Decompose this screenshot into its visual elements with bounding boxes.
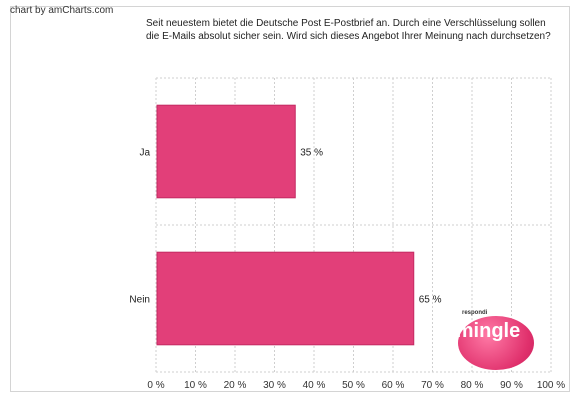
category-labels: Ja Nein <box>129 148 150 306</box>
category-label: Ja <box>139 148 150 159</box>
bar-ja <box>156 104 296 199</box>
category-label: Nein <box>129 295 150 306</box>
x-tick-label: 90 % <box>500 380 523 391</box>
chart-credit[interactable]: chart by amCharts.com <box>10 5 114 16</box>
x-tick-label: 70 % <box>421 380 444 391</box>
value-label: 65 % <box>419 295 442 306</box>
logo-circle <box>458 316 534 370</box>
bars <box>156 104 415 346</box>
x-tick-label: 60 % <box>382 380 405 391</box>
x-tick-label: 100 % <box>537 380 565 391</box>
bar-nein <box>156 251 415 346</box>
x-axis-ticks: 0 % 10 % 20 % 30 % 40 % 50 % 60 % 70 % 80 % 90 % 1… <box>147 380 565 391</box>
logo-small-text: respondi <box>462 310 488 316</box>
mingle-logo: respondi mingle <box>444 304 544 370</box>
value-label: 35 % <box>300 148 323 159</box>
logo-wordmark: mingle <box>455 320 521 342</box>
x-tick-label: 0 % <box>147 380 164 391</box>
x-tick-label: 50 % <box>342 380 365 391</box>
x-tick-label: 40 % <box>303 380 326 391</box>
x-tick-label: 80 % <box>461 380 484 391</box>
x-tick-label: 20 % <box>224 380 247 391</box>
value-labels: 35 % 65 % <box>300 148 441 306</box>
x-tick-label: 10 % <box>184 380 207 391</box>
chart-title: Seit neuestem bietet die Deutsche Post E… <box>146 18 551 42</box>
x-tick-label: 30 % <box>263 380 286 391</box>
